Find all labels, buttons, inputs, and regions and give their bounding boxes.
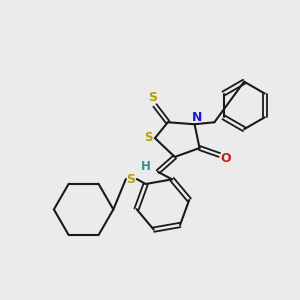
Text: N: N — [192, 111, 203, 124]
Text: O: O — [220, 152, 231, 165]
Text: S: S — [148, 91, 158, 104]
Text: S: S — [126, 172, 135, 185]
Text: S: S — [144, 130, 152, 144]
Text: H: H — [141, 160, 151, 173]
